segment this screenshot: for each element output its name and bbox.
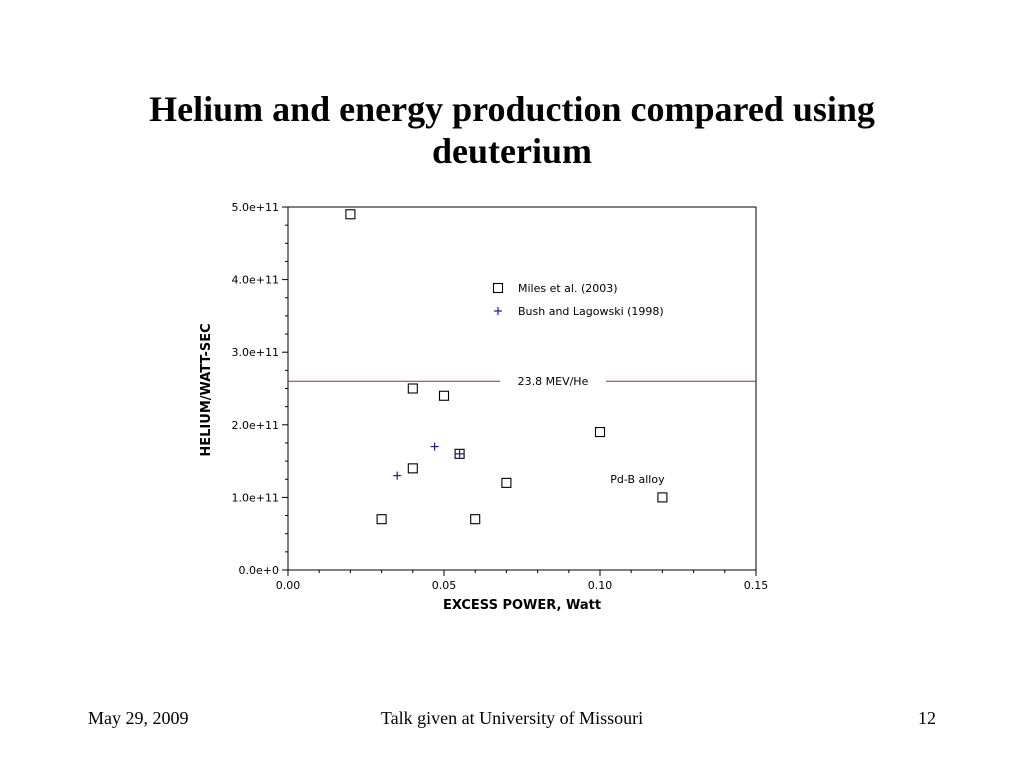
data-point-square [501, 477, 512, 488]
data-point-square [407, 383, 418, 394]
y-tick-label: 4.0e+11 [232, 274, 279, 287]
x-tick-label: 0.00 [276, 579, 301, 592]
data-point-plus [430, 442, 439, 451]
legend-label: Miles et al. (2003) [518, 282, 618, 295]
y-tick-label: 5.0e+11 [232, 201, 279, 214]
y-tick-label: 1.0e+11 [232, 491, 279, 504]
data-point-plus [455, 449, 464, 458]
page-number: 12 [918, 708, 936, 728]
x-axis-title: EXCESS POWER, Watt [443, 598, 601, 613]
data-point-square [438, 390, 450, 401]
legend-marker [494, 307, 502, 315]
y-tick-label: 0.0e+0 [239, 564, 279, 577]
data-point-square [657, 492, 668, 503]
slide-title-line-1: Helium and energy production compared us… [149, 89, 875, 129]
slide-title: Helium and energy production compared us… [0, 88, 1024, 172]
data-point-square [407, 463, 418, 474]
scatter-chart: 0.0e+0 1.0e+11 2.0e+11 3.0e+11 4.0e+11 5.0e+1… [199, 201, 769, 613]
reference-line-group: 23.8 MEV/He [288, 375, 756, 388]
x-tick-label: 0.10 [588, 579, 613, 592]
data-points: Pd-B alloy [345, 209, 668, 525]
data-point-square [454, 448, 465, 459]
data-point-square [470, 514, 481, 525]
reference-line-label: 23.8 MEV/He [518, 375, 589, 388]
legend: Miles et al. (2003) Bush and Lagowski (19… [492, 282, 664, 318]
data-point-square [594, 427, 606, 438]
legend-marker [492, 282, 504, 294]
footer-venue: Talk given at University of Missouri [380, 708, 644, 728]
slide-title-line-2: deuterium [432, 131, 592, 171]
annotation-label: Pd-B alloy [610, 473, 665, 486]
x-tick-label: 0.15 [744, 579, 769, 592]
data-point-square [345, 209, 356, 220]
x-tick-label: 0.05 [432, 579, 457, 592]
footer-date: May 29, 2009 [88, 708, 189, 728]
data-point-plus [393, 471, 402, 480]
y-axis-title: HELIUM/WATT-SEC [199, 323, 214, 456]
y-tick-label: 3.0e+11 [232, 346, 279, 359]
y-tick-label: 2.0e+11 [232, 419, 279, 432]
data-point-square [376, 514, 387, 525]
plot-frame [287, 206, 757, 571]
axes: 0.0e+0 1.0e+11 2.0e+11 3.0e+11 4.0e+11 5.0e+1… [232, 201, 769, 592]
legend-label: Bush and Lagowski (1998) [518, 305, 664, 318]
